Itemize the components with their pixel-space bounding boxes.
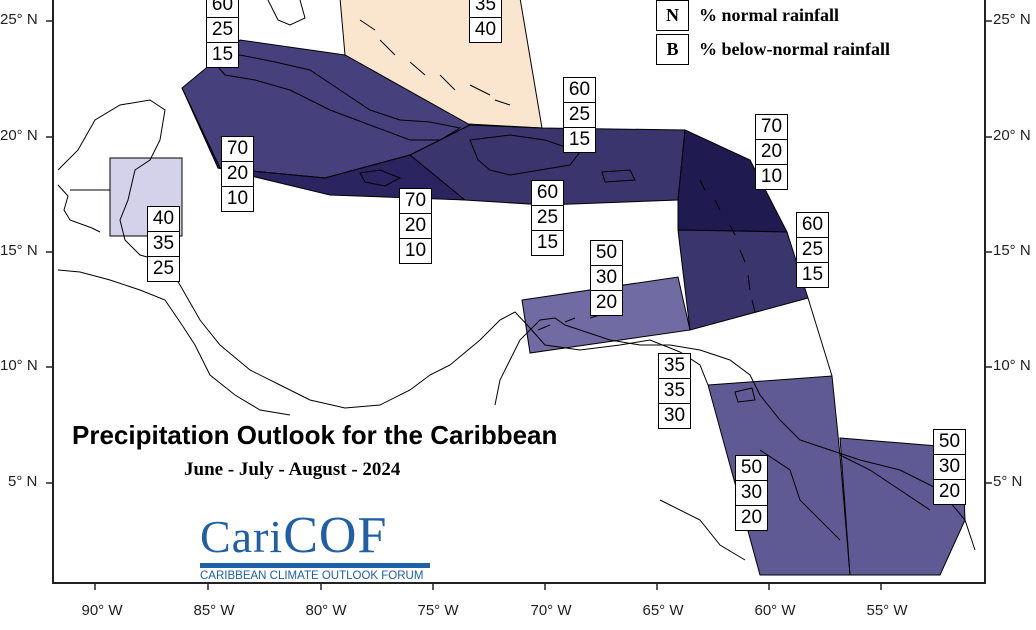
- coastlines: [57, 0, 976, 561]
- lat-label-20n-left: 20° N: [0, 127, 38, 144]
- lat-label-10n-right: 10° N: [993, 357, 1031, 374]
- prob-value: 35: [474, 0, 497, 15]
- lon-label-75w: 75° W: [417, 602, 459, 619]
- axis-ticks: [46, 20, 992, 590]
- prob-value: 30: [591, 265, 622, 290]
- prob-box-hispaniola: 60 25 15: [531, 180, 564, 256]
- prob-box-french-guiana: 50 30 20: [933, 429, 966, 505]
- region-boundary: [807, 297, 833, 377]
- prob-value: 25: [564, 102, 595, 127]
- lat-label-10n-left: 10° N: [0, 357, 38, 374]
- prob-value: 20: [756, 139, 787, 164]
- prob-value: 40: [152, 208, 175, 229]
- lon-label-85w: 85° W: [193, 602, 235, 619]
- legend-label-below: % below-normal rainfall: [699, 39, 890, 59]
- prob-value: 20: [400, 213, 431, 238]
- prob-value: 15: [797, 262, 828, 287]
- prob-value: 60: [211, 0, 234, 15]
- prob-value: 20: [736, 505, 767, 530]
- lon-label-70w: 70° W: [530, 602, 572, 619]
- prob-box-turks-caicos: 60 25 15: [563, 77, 596, 153]
- legend-key-normal: N: [656, 0, 689, 31]
- logo-word-a: Cari: [200, 511, 284, 562]
- prob-value: 70: [226, 138, 249, 159]
- prob-value: 50: [740, 457, 763, 478]
- prob-value: 20: [591, 290, 622, 315]
- prob-value: 50: [595, 242, 618, 263]
- prob-value: 30: [659, 403, 690, 428]
- prob-value: 20: [934, 479, 965, 504]
- legend-key-below: B: [656, 34, 689, 65]
- map-subtitle: June - July - August - 2024: [184, 459, 401, 480]
- prob-value: 50: [938, 431, 961, 452]
- logo-word-b: COF: [283, 507, 388, 564]
- prob-value: 20: [222, 161, 253, 186]
- caricof-logo-wordmark: CariCOF: [200, 510, 436, 562]
- prob-value: 25: [148, 256, 179, 281]
- lon-label-80w: 80° W: [305, 602, 347, 619]
- prob-box-trinidad: 35 35 30: [658, 353, 691, 429]
- lon-label-65w: 65° W: [642, 602, 684, 619]
- logo-rule: [200, 563, 430, 568]
- legend-label-normal: % normal rainfall: [699, 5, 839, 25]
- lat-label-15n-right: 15° N: [993, 242, 1031, 259]
- prob-value: 15: [532, 230, 563, 255]
- logo-tagline: CARIBBEAN CLIMATE OUTLOOK FORUM: [200, 570, 424, 582]
- prob-value: 35: [659, 378, 690, 403]
- prob-box-belize: 40 35 25: [147, 206, 180, 282]
- prob-box-northern-antilles: 70 20 10: [755, 114, 788, 190]
- prob-value: 40: [470, 17, 501, 42]
- legend-below: B % below-normal rainfall: [656, 34, 890, 65]
- prob-box-bahamas-east: 35 40: [469, 0, 502, 43]
- prob-value: 10: [222, 186, 253, 211]
- prob-value: 10: [400, 238, 431, 263]
- prob-value: 70: [404, 190, 427, 211]
- prob-value: 25: [207, 17, 238, 42]
- prob-value: 30: [934, 454, 965, 479]
- lat-label-25n-left: 25° N: [0, 11, 38, 28]
- prob-box-bahamas-west: 60 25 15: [206, 0, 239, 68]
- lon-label-90w: 90° W: [81, 602, 123, 619]
- prob-value: 25: [532, 205, 563, 230]
- prob-box-guyana: 50 30 20: [735, 455, 768, 531]
- prob-value: 15: [207, 42, 238, 67]
- map-title: Precipitation Outlook for the Caribbean: [72, 420, 558, 450]
- lon-label-55w: 55° W: [866, 602, 908, 619]
- prob-value: 25: [797, 237, 828, 262]
- prob-value: 70: [760, 116, 783, 137]
- prob-box-jamaica: 70 20 10: [399, 188, 432, 264]
- prob-value: 35: [148, 231, 179, 256]
- lon-label-60w: 60° W: [754, 602, 796, 619]
- prob-value: 60: [568, 79, 591, 100]
- prob-box-abc-islands: 50 30 20: [590, 240, 623, 316]
- lat-label-15n-left: 15° N: [0, 242, 38, 259]
- prob-value: 60: [536, 182, 559, 203]
- prob-value: 10: [756, 164, 787, 189]
- caricof-logo: CariCOF CARIBBEAN CLIMATE OUTLOOK FORUM: [200, 510, 436, 582]
- prob-value: 15: [564, 127, 595, 152]
- prob-value: 30: [736, 480, 767, 505]
- legend-normal: N % normal rainfall: [656, 0, 839, 31]
- prob-value: 60: [801, 214, 824, 235]
- lat-label-5n-right: 5° N: [993, 473, 1023, 490]
- prob-value: 35: [663, 355, 686, 376]
- lat-label-5n-left: 5° N: [8, 473, 38, 490]
- prob-box-southern-antilles: 60 25 15: [796, 212, 829, 288]
- lat-label-25n-right: 25° N: [993, 11, 1031, 28]
- lat-label-20n-right: 20° N: [993, 127, 1031, 144]
- prob-box-cuba: 70 20 10: [221, 136, 254, 212]
